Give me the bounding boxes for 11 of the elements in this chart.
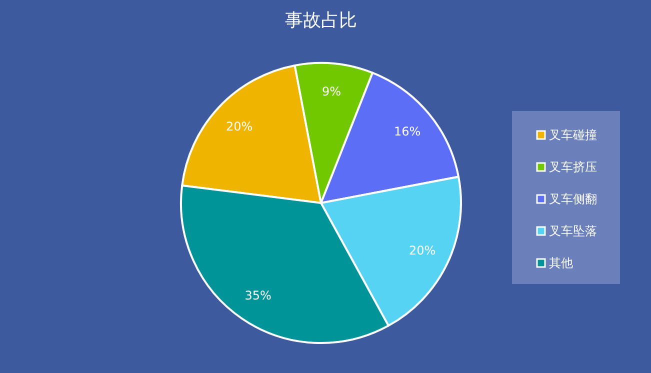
data-label: 35% bbox=[244, 288, 272, 303]
legend-label: 其他 bbox=[549, 256, 573, 270]
legend-label: 叉车挤压 bbox=[549, 160, 597, 174]
data-label: 20% bbox=[226, 119, 253, 134]
legend-label: 叉车碰撞 bbox=[549, 128, 597, 142]
data-label: 9% bbox=[322, 84, 342, 98]
data-label: 20% bbox=[409, 244, 436, 258]
legend-label: 叉车坠落 bbox=[549, 224, 597, 238]
legend-label: 叉车侧翻 bbox=[549, 192, 597, 206]
chart-title: 事故占比 bbox=[285, 10, 357, 31]
data-label: 16% bbox=[394, 124, 421, 139]
